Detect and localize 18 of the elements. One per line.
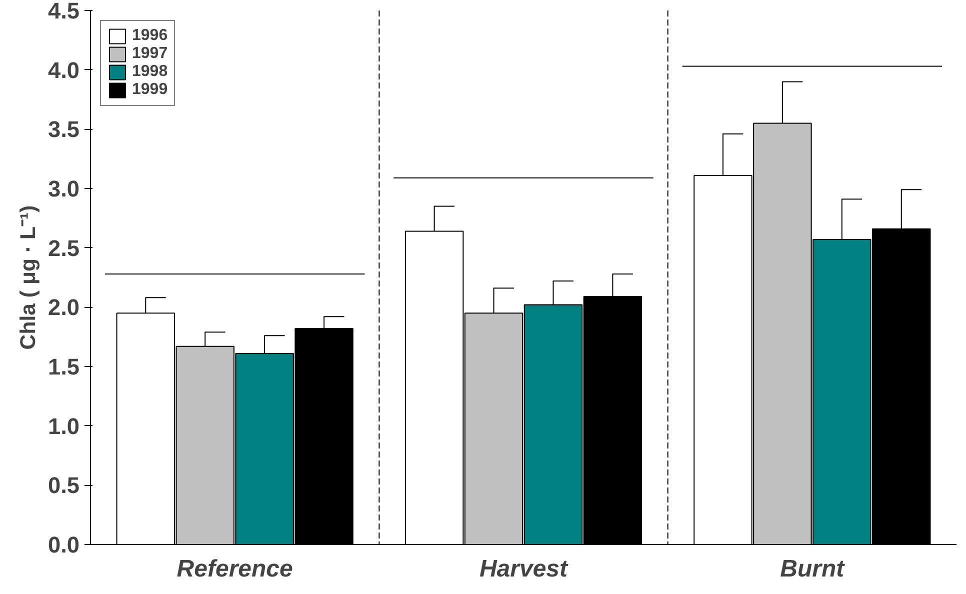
y-tick-label: 1.0 (48, 412, 80, 439)
x-tick-label: Harvest (479, 556, 569, 582)
y-tick-label: 0.0 (48, 532, 80, 558)
legend-label: 1997 (132, 45, 168, 63)
legend-label: 1996 (132, 27, 168, 45)
y-tick-label: 3.5 (48, 116, 80, 142)
legend-label: 1999 (132, 81, 168, 99)
y-tick-label: 2.5 (48, 234, 80, 261)
legend-label: 1998 (132, 63, 168, 81)
y-tick-label: 2.0 (48, 294, 80, 320)
x-tick-label: Reference (176, 556, 293, 582)
y-tick-label: 1.5 (48, 354, 80, 380)
y-axis-title: Chla ( μg · L⁻¹) (16, 205, 40, 350)
x-tick-label: Burnt (780, 556, 846, 582)
y-tick-label: 4.0 (48, 56, 80, 83)
y-tick-label: 4.5 (48, 0, 80, 24)
y-tick-label: 0.5 (48, 472, 80, 498)
y-tick-label: 3.0 (48, 176, 80, 202)
